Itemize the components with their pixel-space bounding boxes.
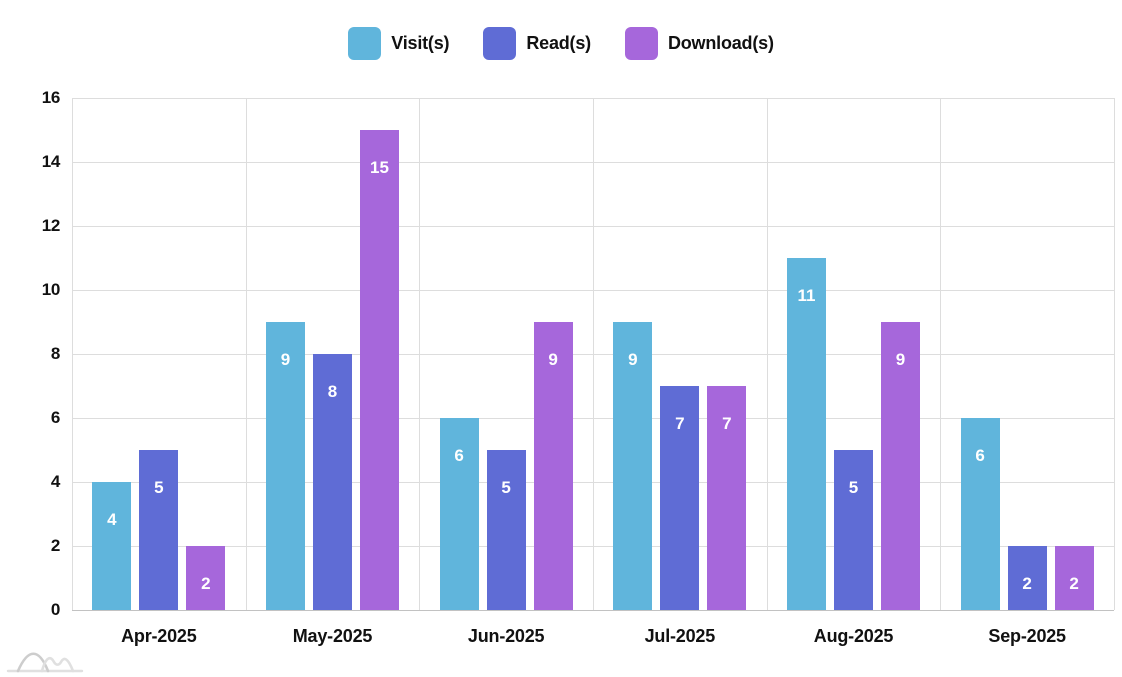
bar-value-label: 6 bbox=[975, 446, 985, 465]
legend-item-download-s[interactable]: Download(s) bbox=[624, 27, 774, 60]
bar-download-s-may-2025[interactable]: 15 bbox=[360, 130, 399, 610]
legend-swatch-read-s bbox=[483, 27, 517, 60]
bar-value-label: 9 bbox=[280, 350, 291, 369]
y-axis-tick-label: 10 bbox=[41, 280, 61, 299]
gridline bbox=[72, 98, 73, 610]
bar-visit-s-aug-2025[interactable]: 11 bbox=[787, 258, 826, 610]
gridline bbox=[1114, 98, 1115, 610]
bar-download-s-jul-2025[interactable]: 7 bbox=[707, 386, 747, 610]
bar-download-s-aug-2025[interactable]: 9 bbox=[881, 322, 920, 610]
legend-label: Download(s) bbox=[667, 33, 774, 53]
x-axis-tick-label: Apr-2025 bbox=[121, 626, 197, 646]
bar-read-s-jun-2025[interactable]: 5 bbox=[486, 450, 526, 610]
bar-visit-s-apr-2025[interactable]: 4 bbox=[92, 482, 132, 610]
bar-value-label: 9 bbox=[548, 350, 558, 369]
bar-download-s-apr-2025[interactable]: 2 bbox=[186, 546, 226, 610]
bar-value-label: 6 bbox=[454, 446, 464, 465]
bar-read-s-may-2025[interactable]: 8 bbox=[313, 354, 352, 610]
gridline bbox=[940, 98, 942, 610]
legend-item-visit-s[interactable]: Visit(s) bbox=[348, 27, 450, 60]
y-axis-tick-label: 12 bbox=[41, 216, 61, 235]
y-axis-tick-label: 0 bbox=[50, 600, 60, 619]
bar-value-label: 2 bbox=[201, 574, 211, 593]
bar-value-label: 11 bbox=[797, 286, 816, 305]
y-axis-tick-label: 16 bbox=[41, 88, 61, 107]
bar-value-label: 9 bbox=[895, 350, 906, 369]
gridline bbox=[419, 98, 421, 610]
x-axis-tick-label: Aug-2025 bbox=[813, 626, 894, 646]
bar-visit-s-may-2025[interactable]: 9 bbox=[266, 322, 305, 610]
bar-download-s-sep-2025[interactable]: 2 bbox=[1054, 546, 1094, 610]
bar-value-label: 15 bbox=[370, 158, 389, 177]
x-axis-tick-label: Sep-2025 bbox=[988, 626, 1066, 646]
x-axis-tick-label: Jun-2025 bbox=[467, 626, 545, 646]
x-axis-tick-label: Jul-2025 bbox=[644, 626, 716, 646]
bar-value-label: 5 bbox=[501, 478, 511, 497]
chart-legend: Visit(s) Read(s) Download(s) bbox=[0, 27, 1122, 60]
bar-read-s-jul-2025[interactable]: 7 bbox=[660, 386, 700, 610]
x-axis-tick-label: May-2025 bbox=[292, 626, 373, 646]
legend-label: Visit(s) bbox=[391, 33, 450, 53]
bar-value-label: 8 bbox=[327, 382, 338, 401]
y-axis-tick-label: 8 bbox=[50, 344, 60, 363]
bar-value-label: 9 bbox=[628, 350, 638, 369]
bar-read-s-sep-2025[interactable]: 2 bbox=[1007, 546, 1047, 610]
bar-read-s-apr-2025[interactable]: 5 bbox=[139, 450, 179, 610]
bar-value-label: 7 bbox=[675, 414, 685, 433]
y-axis-tick-label: 2 bbox=[50, 536, 60, 555]
bar-download-s-jun-2025[interactable]: 9 bbox=[533, 322, 573, 610]
bar-value-label: 5 bbox=[154, 478, 164, 497]
bar-value-label: 5 bbox=[848, 478, 859, 497]
legend-label: Read(s) bbox=[526, 33, 591, 53]
bar-read-s-aug-2025[interactable]: 5 bbox=[834, 450, 873, 610]
legend-item-read-s[interactable]: Read(s) bbox=[483, 27, 591, 60]
x-axis-line bbox=[72, 610, 1114, 611]
y-axis-tick-label: 6 bbox=[50, 408, 60, 427]
bar-visit-s-jun-2025[interactable]: 6 bbox=[439, 418, 479, 610]
bar-value-label: 7 bbox=[722, 414, 732, 433]
legend-swatch-visit-s bbox=[348, 27, 382, 60]
bar-value-label: 2 bbox=[1069, 574, 1079, 593]
bar-visit-s-sep-2025[interactable]: 6 bbox=[960, 418, 1000, 610]
hills-watermark-icon bbox=[6, 652, 84, 673]
y-axis-tick-label: 4 bbox=[50, 472, 60, 491]
plot-area: 4 5 2 9 8 15 6 5 9 9 7 7 11 5 9 6 2 2 bbox=[72, 98, 1115, 611]
bar-visit-s-jul-2025[interactable]: 9 bbox=[613, 322, 653, 610]
legend-swatch-download-s bbox=[624, 27, 658, 60]
y-axis-tick-label: 14 bbox=[41, 152, 61, 171]
bar-value-label: 2 bbox=[1022, 574, 1032, 593]
gridline bbox=[766, 98, 768, 610]
gridline bbox=[245, 98, 247, 610]
gridline bbox=[593, 98, 594, 610]
bar-value-label: 4 bbox=[107, 510, 117, 529]
